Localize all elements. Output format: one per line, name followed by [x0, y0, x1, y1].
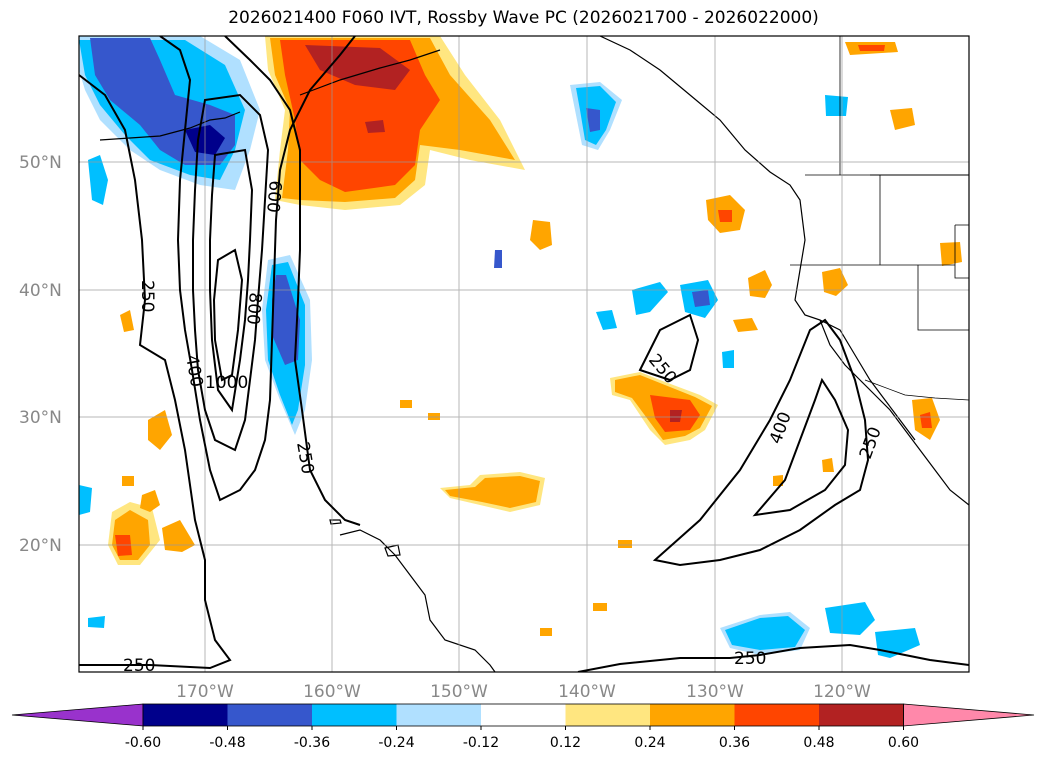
ivt-shading: [79, 36, 962, 658]
colorbar-tick-label: -0.24: [378, 735, 414, 751]
colorbar-segment: [143, 704, 228, 726]
colorbar-tick-label: 0.24: [634, 735, 665, 751]
colorbar-segment: [565, 704, 651, 726]
colorbar-segment: [819, 704, 904, 726]
colorbar-tick-label: 0.60: [888, 735, 919, 751]
lon-label: 120°W: [813, 682, 871, 702]
colorbar-tick-label: -0.48: [209, 735, 245, 751]
colorbar-tick-label: 0.48: [803, 735, 834, 751]
ivt-contours: [79, 36, 969, 672]
lon-label: 140°W: [558, 682, 616, 702]
lon-label: 160°W: [303, 682, 361, 702]
lon-label: 150°W: [430, 682, 488, 702]
map-title: 2026021400 F060 IVT, Rossby Wave PC (202…: [228, 8, 819, 28]
colorbar-segment: [734, 704, 820, 726]
longitude-labels: 170°W 160°W 150°W 140°W 130°W 120°W: [176, 682, 871, 702]
contour-label: 800: [242, 292, 265, 326]
colorbar: -0.60 -0.48 -0.36 -0.24 -0.12 0.12 0.24 0.36 0.4…: [11, 703, 1035, 751]
contour-label: 250: [734, 649, 766, 669]
colorbar-tick-label: 0.36: [719, 735, 750, 751]
contour-label: 1000: [205, 373, 248, 393]
lat-label: 30°N: [19, 408, 62, 428]
map-frame: [78, 35, 970, 673]
contour-label: 250: [123, 656, 155, 676]
contour-label: 600: [262, 180, 285, 214]
colorbar-segment: [396, 704, 482, 726]
colorbar-tick-label: -0.36: [294, 735, 330, 751]
colorbar-frame: [142, 703, 904, 727]
map-panel: 250 400 600 800 1000 250 250 250 250 400…: [79, 36, 969, 676]
colorbar-tick-label: 0.12: [550, 735, 581, 751]
colorbar-extend-max: [903, 703, 1035, 727]
lat-label: 20°N: [19, 536, 62, 556]
colorbar-tick-label: -0.60: [125, 735, 161, 751]
lon-label: 170°W: [176, 682, 234, 702]
political-borders: [790, 36, 969, 401]
lon-label: 130°W: [686, 682, 744, 702]
colorbar-segment: [481, 704, 566, 726]
lat-label: 50°N: [19, 153, 62, 173]
contour-labels: 250 400 600 800 1000 250 250 250 250 400…: [123, 180, 886, 676]
colorbar-segment: [650, 704, 735, 726]
contour-label: 250: [137, 280, 157, 312]
colorbar-segment: [312, 704, 397, 726]
colorbar-segment: [227, 704, 313, 726]
latitude-labels: 50°N 40°N 30°N 20°N: [19, 153, 62, 556]
colorbar-tick-label: -0.12: [463, 735, 499, 751]
lat-label: 40°N: [19, 281, 62, 301]
colorbar-extend-min: [11, 703, 144, 727]
